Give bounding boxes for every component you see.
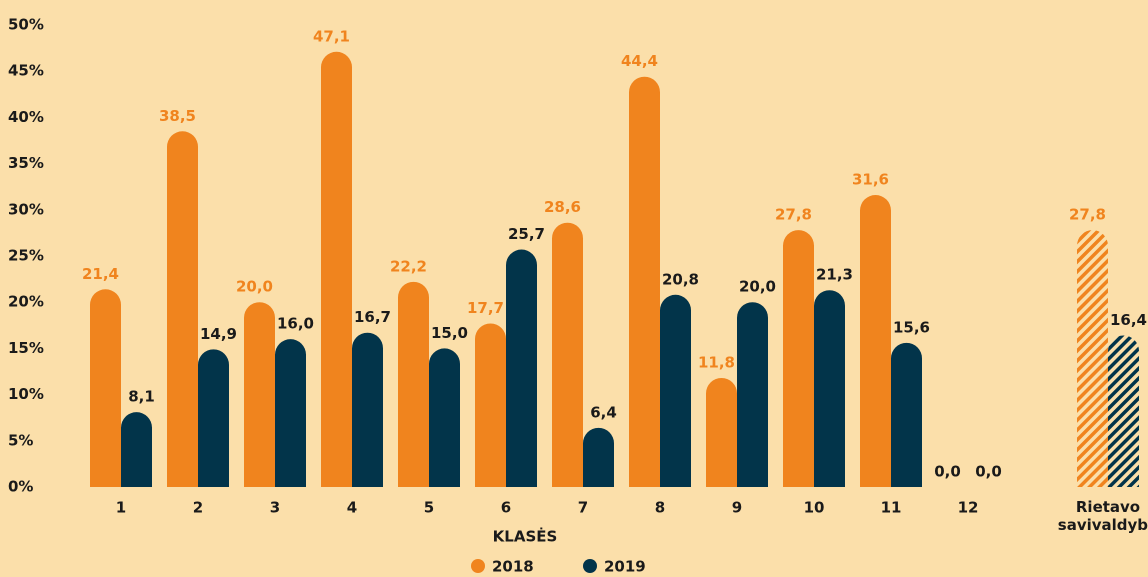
bar bbox=[860, 195, 891, 488]
bar bbox=[167, 131, 198, 487]
data-label: 15,0 bbox=[431, 324, 468, 342]
bar bbox=[706, 377, 737, 487]
data-label: 27,8 bbox=[1069, 206, 1106, 224]
y-tick-label: 50% bbox=[8, 16, 44, 34]
data-label: 16,7 bbox=[354, 308, 391, 326]
data-label: 27,8 bbox=[775, 206, 812, 224]
y-tick-label: 30% bbox=[8, 200, 44, 218]
bar bbox=[475, 323, 506, 487]
data-label: 20,0 bbox=[739, 278, 776, 296]
bar bbox=[275, 339, 306, 487]
data-label: 47,1 bbox=[313, 27, 350, 45]
x-tick-label: 12 bbox=[958, 499, 979, 517]
bar bbox=[121, 412, 152, 487]
bar bbox=[629, 76, 660, 488]
y-tick-label: 15% bbox=[8, 339, 44, 357]
data-label: 25,7 bbox=[508, 225, 545, 243]
bar bbox=[352, 332, 383, 487]
data-label: 6,4 bbox=[590, 403, 617, 421]
bar bbox=[737, 302, 768, 487]
x-tick-label: 3 bbox=[270, 499, 280, 517]
bar bbox=[890, 342, 922, 487]
bar bbox=[321, 51, 352, 488]
legend-label: 2018 bbox=[492, 558, 534, 576]
y-tick-label: 20% bbox=[8, 293, 44, 311]
y-tick-label: 35% bbox=[8, 154, 44, 172]
data-label: 17,7 bbox=[467, 299, 504, 317]
x-tick-label-box: Rietavo savivaldybė bbox=[1057, 498, 1148, 534]
legend-swatch bbox=[583, 559, 597, 573]
data-label: 0,0 bbox=[934, 463, 961, 481]
data-label: 28,6 bbox=[544, 198, 581, 216]
bar bbox=[244, 302, 275, 487]
bar bbox=[1108, 335, 1139, 487]
data-label: 20,8 bbox=[662, 270, 699, 288]
bar bbox=[506, 249, 537, 487]
y-tick-label: 10% bbox=[8, 385, 44, 403]
x-tick-label: 1 bbox=[116, 499, 126, 517]
y-tick-label: 0% bbox=[8, 478, 33, 496]
x-tick-label: Rietavo savivaldybė bbox=[1057, 498, 1148, 534]
data-label: 16,4 bbox=[1110, 311, 1147, 329]
data-label: 21,3 bbox=[816, 266, 853, 284]
x-tick-label: 7 bbox=[578, 499, 588, 517]
x-tick-label: 5 bbox=[424, 499, 434, 517]
x-tick-label: 9 bbox=[732, 499, 742, 517]
bar bbox=[583, 427, 614, 487]
bar bbox=[783, 230, 814, 488]
x-axis-label: KLASĖS bbox=[493, 527, 558, 546]
data-label: 22,2 bbox=[390, 257, 427, 275]
x-tick-label: 4 bbox=[347, 499, 357, 517]
x-tick-label: 10 bbox=[804, 499, 825, 517]
bar bbox=[659, 294, 691, 487]
legend-swatch bbox=[471, 559, 485, 573]
data-label: 0,0 bbox=[975, 463, 1002, 481]
x-tick-label: 2 bbox=[193, 499, 203, 517]
data-label: 20,0 bbox=[236, 278, 273, 296]
bar bbox=[90, 289, 121, 487]
data-label: 21,4 bbox=[82, 265, 119, 283]
data-label: 16,0 bbox=[277, 315, 314, 333]
bar bbox=[552, 222, 583, 487]
y-tick-label: 5% bbox=[8, 431, 33, 449]
y-tick-label: 45% bbox=[8, 62, 44, 80]
data-label: 31,6 bbox=[852, 171, 889, 189]
data-label: 44,4 bbox=[621, 52, 658, 70]
bar bbox=[198, 349, 229, 487]
bar bbox=[1077, 230, 1108, 488]
y-tick-label: 40% bbox=[8, 108, 44, 126]
data-label: 15,6 bbox=[893, 318, 930, 336]
y-tick-label: 25% bbox=[8, 247, 44, 265]
legend-label: 2019 bbox=[604, 558, 646, 576]
bar bbox=[814, 290, 845, 487]
data-label: 8,1 bbox=[128, 388, 155, 406]
bar bbox=[429, 348, 460, 487]
data-label: 14,9 bbox=[200, 325, 237, 343]
x-tick-label: 8 bbox=[655, 499, 665, 517]
x-tick-label: 6 bbox=[501, 499, 511, 517]
x-tick-label: 11 bbox=[881, 499, 902, 517]
bar bbox=[398, 281, 429, 487]
data-label: 38,5 bbox=[159, 107, 196, 125]
data-label: 11,8 bbox=[698, 353, 735, 371]
